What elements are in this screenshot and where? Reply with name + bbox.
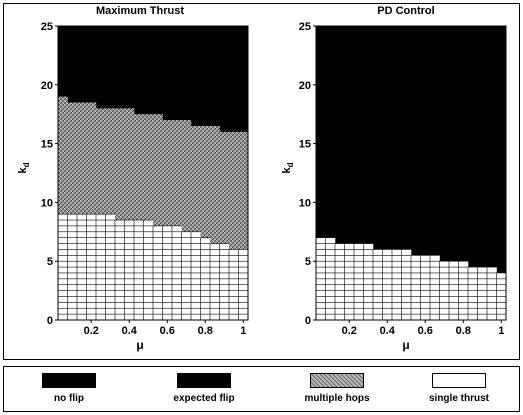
legend: no flip expected flip multiple hops sing… (3, 366, 520, 412)
single-thrust-cell (344, 243, 355, 320)
single-thrust-cell (124, 220, 135, 320)
multiple-hops-cell (238, 131, 249, 250)
multiple-hops-cell (181, 120, 192, 232)
legend-item-expected-flip: expected flip (149, 373, 259, 407)
multiple-hops-cell (172, 120, 182, 226)
legend-swatch-expected-flip (177, 373, 231, 388)
multiple-hops-cell (200, 125, 211, 238)
x-tick-label: 0.4 (122, 325, 138, 337)
y-tick-label: 25 (299, 21, 311, 33)
figure-frame (3, 3, 520, 360)
legend-swatch-no-flip (42, 373, 96, 388)
legend-item-no-flip: no flip (14, 373, 124, 407)
panel-2-xlabel: μ (402, 338, 409, 352)
single-thrust-cell (335, 243, 345, 320)
single-thrust-cell (143, 220, 154, 320)
x-tick-label: 0.8 (456, 325, 471, 337)
single-thrust-cell (354, 243, 364, 320)
y-tick-label: 25 (41, 21, 53, 33)
legend-label-multiple-hops: multiple hops (304, 393, 370, 404)
y-tick-label: 5 (305, 256, 311, 268)
y-tick-label: 15 (41, 139, 53, 151)
multiple-hops-cell (210, 125, 220, 244)
single-thrust-cell (420, 255, 431, 320)
x-tick-label: 0.8 (198, 325, 213, 337)
x-tick-label: 0.4 (380, 325, 396, 337)
single-thrust-cell (468, 267, 478, 320)
multiple-hops-cell (143, 114, 154, 221)
multiple-hops-cell (124, 108, 135, 221)
multiple-hops-cell (134, 114, 144, 221)
single-thrust-cell (477, 267, 488, 320)
panel-1-title: Maximum Thrust (96, 5, 184, 17)
x-tick-label: 0.6 (160, 325, 175, 337)
multiple-hops-cell (77, 102, 87, 215)
multiple-hops-cell (96, 108, 106, 215)
multiple-hops-cell (162, 120, 173, 226)
panel-2-plot: 0 5 10 15 20 25 0.2 0.4 0.6 0.8 1 (299, 21, 507, 337)
legend-label-expected-flip: expected flip (173, 393, 235, 404)
multiple-hops-cell (229, 131, 239, 250)
legend-item-single-thrust: single thrust (404, 373, 514, 407)
single-thrust-cell (487, 267, 497, 320)
multiple-hops-cell (58, 96, 68, 215)
x-tick-label: 0.6 (418, 325, 433, 337)
multiple-hops-cell (67, 102, 78, 215)
y-tick-label: 5 (47, 256, 53, 268)
multiple-hops-cell (219, 131, 230, 244)
legend-swatch-multiple-hops (310, 373, 364, 388)
single-thrust-cell (363, 243, 374, 320)
legend-label-no-flip: no flip (54, 393, 84, 404)
plot-frame (57, 25, 249, 321)
panel-1-plot: 0 5 10 15 20 25 0.2 0.4 0.6 0.8 1 (41, 21, 249, 337)
single-thrust-cell (181, 231, 192, 320)
y-tick-label: 10 (299, 197, 311, 209)
panel-1-xlabel: μ (136, 338, 143, 352)
y-tick-label: 15 (299, 139, 311, 151)
single-thrust-cell (134, 220, 144, 320)
panel-2-ylabel: kd (281, 162, 295, 173)
multiple-hops-cell (86, 102, 97, 215)
x-tick-label: 0.2 (84, 325, 99, 337)
panel-2-title: PD Control (377, 5, 434, 17)
single-thrust-cell (115, 220, 125, 320)
legend-swatch-single-thrust (432, 373, 486, 388)
single-thrust-cell (210, 243, 220, 320)
x-tick-label: 0.2 (342, 325, 357, 337)
single-thrust-cell (219, 243, 230, 320)
single-thrust-cell (411, 255, 421, 320)
y-tick-label: 0 (47, 315, 53, 327)
x-tick-label: 1 (240, 325, 246, 337)
single-thrust-cell (191, 231, 201, 320)
multiple-hops-cell (115, 108, 125, 221)
legend-item-multiple-hops: multiple hops (282, 373, 392, 407)
multiple-hops-cell (105, 108, 116, 215)
y-tick-label: 20 (299, 80, 311, 92)
panel-1-ylabel: kd (17, 162, 31, 173)
y-tick-label: 10 (41, 197, 53, 209)
multiple-hops-cell (191, 125, 201, 232)
x-tick-label: 1 (498, 325, 504, 337)
plot-frame (315, 25, 507, 321)
y-tick-label: 0 (305, 315, 311, 327)
legend-label-single-thrust: single thrust (428, 393, 489, 404)
multiple-hops-cell (153, 114, 163, 226)
single-thrust-cell (430, 255, 440, 320)
y-tick-label: 20 (41, 80, 53, 92)
